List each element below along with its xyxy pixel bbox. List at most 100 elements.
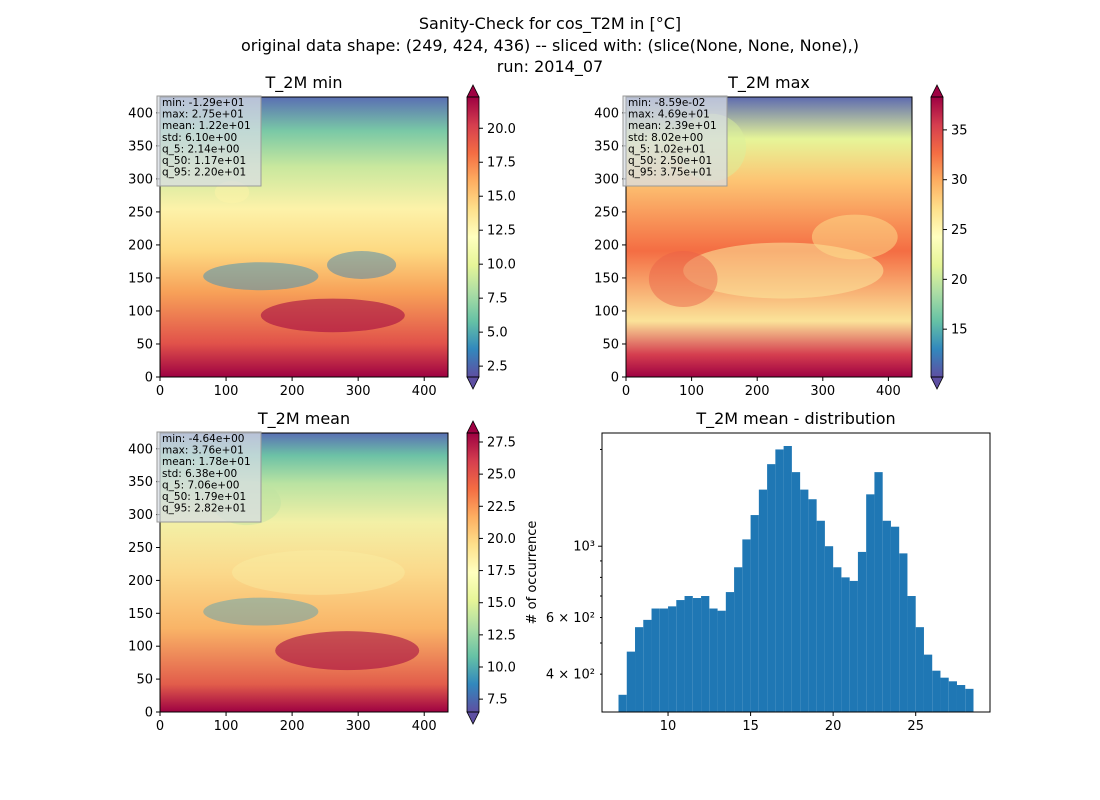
- panel-title: T_2M mean: [257, 409, 350, 429]
- y-tick-label: 400: [128, 106, 153, 121]
- colorbar: [931, 97, 943, 377]
- colorbar-tick-label: 30: [951, 173, 968, 188]
- histogram-bar: [940, 677, 949, 712]
- colorbar-tick-label: 15.0: [487, 596, 516, 611]
- histogram-bar: [956, 685, 966, 712]
- stats-line: std: 6.38e+00: [162, 468, 237, 480]
- stats-line: q_95: 2.20e+01: [162, 167, 246, 179]
- colorbar-tick-label: 20: [951, 273, 968, 288]
- x-tick-label: 100: [679, 384, 704, 399]
- colorbar: [467, 433, 479, 712]
- stats-line: q_5: 1.02e+01: [628, 143, 705, 155]
- x-tick-label: 0: [622, 384, 630, 399]
- x-tick-label: 10: [660, 719, 677, 734]
- y-tick-label: 300: [128, 172, 153, 187]
- figure-title-line-1: Sanity-Check for cos_T2M in [°C]: [418, 14, 682, 33]
- histogram-bar: [725, 592, 735, 712]
- colorbar-tick-label: 25.0: [487, 468, 516, 483]
- colorbar-tick-label: 15: [951, 323, 968, 338]
- y-tick-label: 350: [594, 139, 619, 154]
- y-tick-label: 0: [145, 371, 153, 386]
- stats-line: std: 8.02e+00: [628, 132, 703, 144]
- x-tick-label: 100: [214, 384, 239, 399]
- stats-line: q_95: 3.75e+01: [628, 167, 712, 179]
- x-tick-label: 300: [346, 719, 371, 734]
- colorbar-tick-label: 17.5: [487, 564, 516, 579]
- axes-frame: [601, 432, 991, 713]
- histogram-bar: [899, 553, 908, 712]
- heatmap-feature: [648, 251, 718, 307]
- histogram-bar: [932, 670, 941, 712]
- stats-line: mean: 2.39e+01: [628, 120, 717, 132]
- colorbar-tick-label: 27.5: [487, 436, 516, 451]
- histogram-bar: [824, 546, 834, 712]
- histogram-bar: [701, 596, 710, 712]
- stats-line: max: 4.69e+01: [628, 109, 710, 121]
- histogram-bar: [668, 606, 677, 712]
- stats-line: q_50: 2.50e+01: [628, 155, 712, 167]
- y-tick-label: 150: [128, 271, 153, 286]
- histogram-bar: [791, 472, 801, 712]
- histogram-bar: [626, 651, 636, 712]
- histogram-bar: [767, 464, 776, 712]
- x-tick-label: 300: [810, 384, 835, 399]
- x-tick-label: 400: [876, 384, 901, 399]
- colorbar-frame: [466, 432, 480, 713]
- histogram-bar: [684, 596, 693, 712]
- axes-frame: [159, 96, 449, 378]
- heatmap-feature: [275, 631, 420, 671]
- y-tick-label: 50: [602, 337, 619, 352]
- colorbar-tick-label: 17.5: [487, 156, 516, 171]
- y-tick-label: 250: [594, 205, 619, 220]
- y-tick-label: 350: [128, 475, 153, 490]
- histogram-bar: [758, 489, 768, 712]
- y-tick-label: 50: [136, 673, 153, 688]
- colorbar-tick-label: 20.0: [487, 122, 516, 137]
- colorbar-tick-label: 10.0: [487, 661, 516, 676]
- colorbar-tick-label: 22.5: [487, 500, 516, 515]
- colorbar-tick-label: 25: [951, 223, 968, 238]
- y-tick-label: 150: [594, 271, 619, 286]
- stats-line: mean: 1.78e+01: [162, 456, 251, 468]
- x-tick-label: 400: [412, 384, 437, 399]
- x-tick-label: 400: [412, 719, 437, 734]
- y-tick-label: 0: [145, 706, 153, 721]
- colorbar-extend-min: [466, 711, 480, 725]
- x-tick-label: 200: [280, 384, 305, 399]
- stats-line: mean: 1.22e+01: [162, 120, 251, 132]
- colorbar: [467, 97, 479, 377]
- colorbar-extend-max: [930, 84, 944, 98]
- heatmap-feature: [683, 242, 884, 299]
- histogram-bar: [734, 567, 743, 712]
- histogram-bar: [783, 445, 792, 712]
- histogram-bar: [907, 596, 916, 712]
- heatmap-feature: [811, 214, 898, 260]
- colorbar-tick-label: 15.0: [487, 190, 516, 205]
- colorbar-extend-max: [466, 84, 480, 98]
- stats-line: max: 2.75e+01: [162, 109, 244, 121]
- x-tick-label: 100: [214, 719, 239, 734]
- panel-title: T_2M mean - distribution: [695, 409, 895, 429]
- colorbar-extend-min: [466, 376, 480, 390]
- heatmap-feature: [214, 181, 250, 204]
- stats-line: q_50: 1.17e+01: [162, 155, 246, 167]
- colorbar-frame: [466, 96, 480, 378]
- figure-title-line-3: run: 2014_07: [496, 57, 604, 76]
- heatmap-feature: [260, 298, 405, 333]
- histogram-bar: [635, 627, 644, 712]
- figure-title-line-2: original data shape: (249, 424, 436) -- …: [241, 36, 859, 55]
- histogram-bar: [833, 567, 842, 712]
- y-tick-label: 100: [594, 304, 619, 319]
- histogram-bar: [948, 681, 957, 712]
- y-tick-label: 4 × 10²: [546, 668, 595, 683]
- x-tick-label: 15: [742, 719, 759, 734]
- y-tick-label: 100: [128, 640, 153, 655]
- axes-frame: [625, 96, 913, 378]
- histogram-bar: [692, 598, 702, 712]
- histogram-bar: [709, 608, 718, 712]
- stats-line: min: -1.29e+01: [162, 97, 244, 109]
- histogram-bar: [742, 539, 751, 712]
- heatmap-feature: [203, 262, 319, 291]
